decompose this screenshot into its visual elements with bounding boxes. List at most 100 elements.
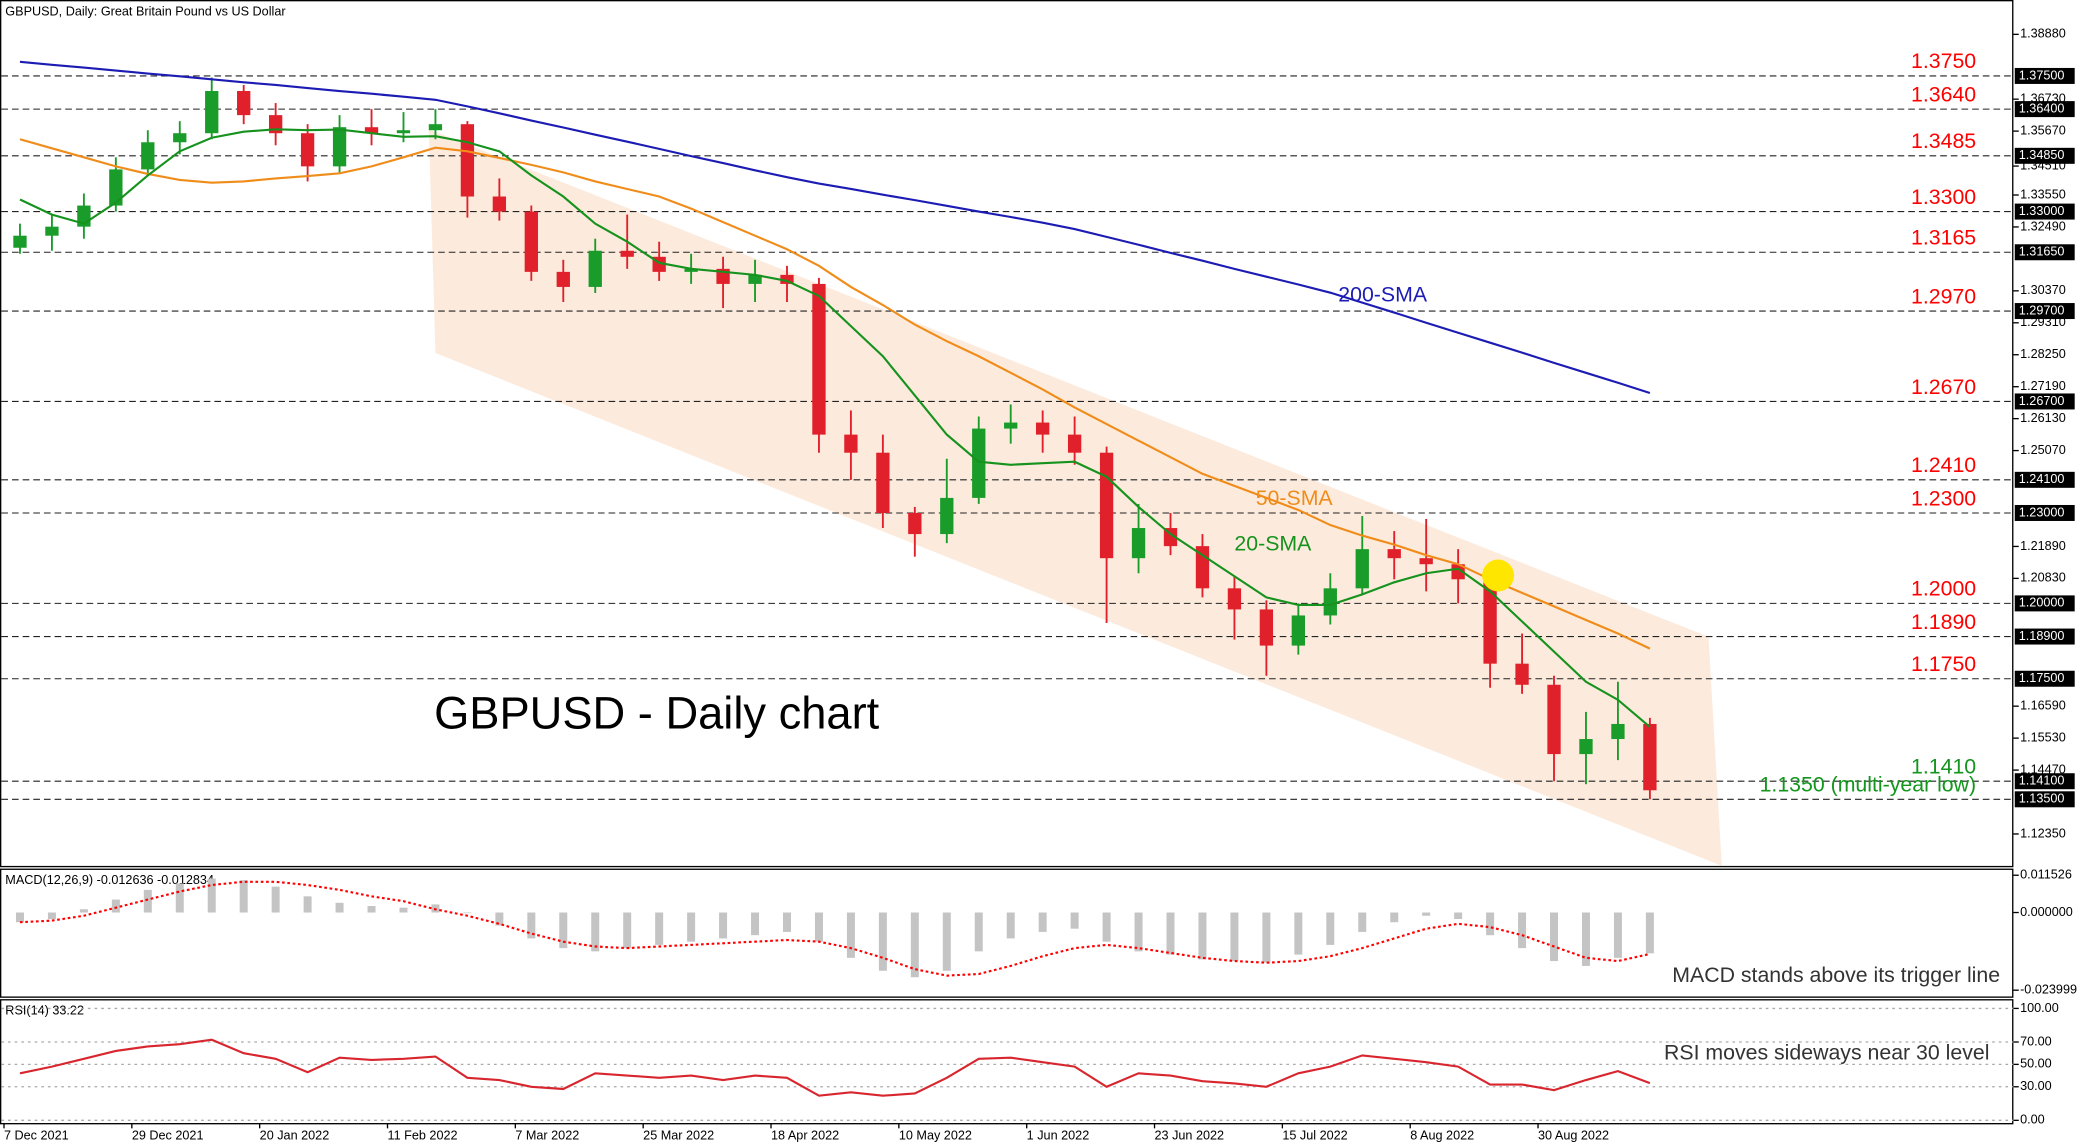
macd-bar bbox=[559, 912, 568, 949]
candle-body bbox=[1227, 588, 1242, 610]
macd-bar bbox=[1102, 912, 1111, 942]
y-tick-label: 1.21890 bbox=[2020, 539, 2066, 553]
macd-bar bbox=[1454, 912, 1463, 919]
candle-body bbox=[972, 428, 986, 498]
sma-label: 200-SMA bbox=[1338, 282, 1428, 306]
candle-body bbox=[812, 283, 826, 435]
candle-body bbox=[109, 169, 123, 206]
macd-bar bbox=[1006, 912, 1015, 939]
macd-bar bbox=[463, 912, 472, 914]
x-tick-label: 7 Mar 2022 bbox=[515, 1129, 579, 1143]
y-tick-label: 1.27190 bbox=[2020, 379, 2066, 393]
macd-bar bbox=[1294, 912, 1303, 955]
candle-body bbox=[1131, 528, 1146, 559]
rsi-title: RSI(14) 33.22 bbox=[5, 1003, 84, 1017]
level-label: 1.3485 bbox=[1911, 129, 1976, 153]
chart-annotation: GBPUSD - Daily chart bbox=[434, 688, 880, 739]
macd-bar bbox=[655, 912, 664, 945]
level-axis-box bbox=[2014, 773, 2075, 790]
level-label: 1.1410 bbox=[1911, 755, 1976, 779]
macd-bar bbox=[591, 912, 600, 952]
candle-body bbox=[1099, 452, 1114, 559]
candle-body bbox=[940, 497, 954, 535]
candle-body bbox=[460, 124, 475, 197]
macd-bar bbox=[942, 912, 951, 971]
level-axis-box bbox=[2014, 147, 2075, 164]
level-axis-label: 1.13500 bbox=[2019, 792, 2065, 806]
candle-body bbox=[396, 130, 411, 134]
level-label: 1.3640 bbox=[1911, 82, 1976, 106]
level-label: 1.3165 bbox=[1911, 226, 1976, 250]
macd-bar bbox=[878, 912, 887, 971]
candle-body bbox=[876, 452, 890, 513]
macd-bar bbox=[974, 912, 983, 952]
candle-body bbox=[524, 211, 538, 272]
candle-body bbox=[332, 127, 347, 167]
x-tick-label: 10 May 2022 bbox=[899, 1129, 972, 1143]
candle-body bbox=[1355, 549, 1369, 589]
candle-body bbox=[1387, 549, 1401, 559]
macd-bar bbox=[1230, 912, 1239, 962]
y-tick-label: 0.011526 bbox=[2020, 868, 2072, 882]
y-tick-label: 0.000000 bbox=[2020, 905, 2073, 919]
macd-bar bbox=[367, 906, 376, 913]
candle-body bbox=[844, 434, 858, 453]
level-axis-box bbox=[2014, 67, 2075, 84]
candle-body bbox=[13, 235, 27, 248]
candle-body bbox=[1419, 558, 1433, 565]
macd-bar bbox=[1358, 912, 1367, 932]
macd-bar bbox=[175, 883, 184, 913]
macd-bar bbox=[814, 912, 823, 942]
chart-header: GBPUSD, Daily: Great Britain Pound vs US… bbox=[5, 4, 285, 18]
macd-note: MACD stands above its trigger line bbox=[1672, 963, 2000, 987]
candle-body bbox=[620, 250, 634, 257]
candle-body bbox=[1323, 588, 1337, 616]
candle-body bbox=[556, 271, 570, 287]
level-label: 1.1350 (multi-year low) bbox=[1760, 773, 1977, 797]
macd-bar bbox=[1166, 912, 1175, 955]
macd-bar bbox=[1550, 912, 1559, 962]
candle-body bbox=[748, 274, 762, 284]
x-tick-label: 8 Aug 2022 bbox=[1410, 1129, 1474, 1143]
y-tick-label: 1.35670 bbox=[2020, 123, 2066, 137]
level-axis-label: 1.18900 bbox=[2019, 629, 2065, 643]
level-axis-box bbox=[2014, 203, 2075, 220]
macd-bar bbox=[495, 912, 504, 926]
x-tick-label: 25 Mar 2022 bbox=[643, 1129, 714, 1143]
x-tick-label: 18 Apr 2022 bbox=[771, 1129, 839, 1143]
candle-body bbox=[492, 196, 507, 212]
y-tick-label: 1.12350 bbox=[2020, 826, 2066, 840]
level-label: 1.2000 bbox=[1911, 577, 1976, 601]
y-tick-label: 0.00 bbox=[2020, 1113, 2045, 1127]
macd-bar bbox=[1645, 912, 1654, 954]
level-axis-box bbox=[2014, 471, 2075, 488]
macd-bar bbox=[910, 912, 919, 978]
macd-bar bbox=[1198, 912, 1207, 960]
level-axis-box bbox=[2014, 595, 2075, 612]
y-tick-label: 50.00 bbox=[2020, 1057, 2052, 1071]
y-tick-label: 1.26130 bbox=[2020, 411, 2066, 425]
y-tick-label: 1.33550 bbox=[2020, 187, 2066, 201]
y-tick-label: 1.15530 bbox=[2020, 730, 2066, 744]
macd-bar bbox=[239, 880, 248, 913]
macd-title: MACD(12,26,9) -0.012636 -0.012834 bbox=[5, 873, 214, 887]
macd-bar bbox=[79, 909, 88, 913]
macd-bar bbox=[1422, 912, 1431, 916]
level-axis-label: 1.34850 bbox=[2019, 148, 2065, 162]
y-tick-label: 30.00 bbox=[2020, 1079, 2052, 1093]
x-tick-label: 23 Jun 2022 bbox=[1155, 1129, 1225, 1143]
macd-bar bbox=[1518, 912, 1527, 949]
x-tick-label: 20 Jan 2022 bbox=[260, 1129, 330, 1143]
level-axis-label: 1.17500 bbox=[2019, 671, 2065, 685]
level-axis-label: 1.14100 bbox=[2019, 774, 2065, 788]
candle-body bbox=[1611, 723, 1625, 740]
x-tick-label: 29 Dec 2021 bbox=[132, 1129, 204, 1143]
macd-bar bbox=[719, 912, 728, 939]
macd-bar bbox=[1038, 912, 1047, 932]
candle-body bbox=[780, 274, 794, 284]
x-tick-label: 11 Feb 2022 bbox=[388, 1129, 458, 1143]
level-axis-label: 1.23000 bbox=[2019, 505, 2065, 519]
y-tick-label: 100.00 bbox=[2020, 1001, 2059, 1015]
level-label: 1.3750 bbox=[1911, 49, 1976, 73]
